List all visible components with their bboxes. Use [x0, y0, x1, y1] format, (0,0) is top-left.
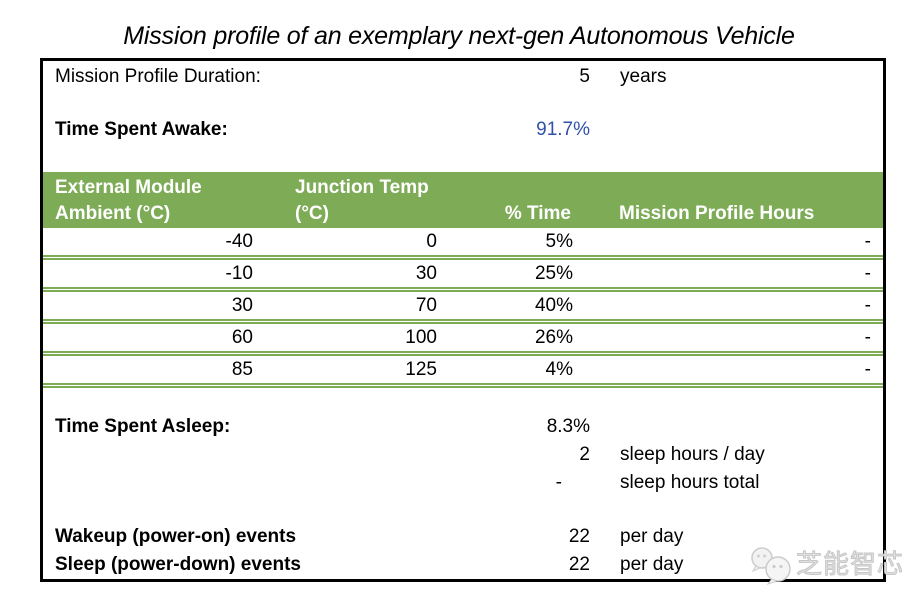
- table-cell: 125: [405, 359, 437, 380]
- table-row: 60 100 26% -: [43, 324, 883, 356]
- row-sleep-events: Sleep (power-down) events 22 per day: [43, 551, 883, 579]
- mission-duration-label: Mission Profile Duration:: [55, 66, 261, 87]
- header-hours-line2: Mission Profile Hours: [619, 203, 815, 224]
- table-cell: -40: [225, 231, 253, 252]
- header-junction-line2: (°C): [295, 203, 329, 224]
- sleep-events-unit: per day: [620, 554, 684, 575]
- table-cell: -10: [225, 263, 253, 284]
- header-junction: Junction Temp (°C): [253, 172, 437, 228]
- row-wakeup-events: Wakeup (power-on) events 22 per day: [43, 523, 883, 551]
- table-cell: -: [864, 295, 871, 316]
- wakeup-events-value: 22: [568, 526, 590, 547]
- time-awake-unit: [590, 116, 883, 144]
- table-cell: -: [864, 327, 871, 348]
- row-time-awake: Time Spent Awake: 91.7%: [43, 116, 883, 144]
- table-cell: 26%: [534, 327, 573, 348]
- table-header-row: External Module Ambient (°C) Junction Te…: [43, 172, 883, 228]
- header-ambient: External Module Ambient (°C): [43, 172, 253, 228]
- time-asleep-value: 8.3%: [546, 416, 590, 437]
- sleep-hours-total-unit: sleep hours total: [620, 472, 760, 493]
- table-cell: 25%: [534, 263, 573, 284]
- time-asleep-unit: [590, 413, 883, 441]
- table-row: 85 125 4% -: [43, 356, 883, 388]
- table-row: -10 30 25% -: [43, 260, 883, 292]
- sleep-events-label: Sleep (power-down) events: [55, 554, 301, 575]
- table-row: 30 70 40% -: [43, 292, 883, 324]
- page-title: Mission profile of an exemplary next-gen…: [123, 22, 795, 50]
- header-time: % Time: [437, 172, 573, 228]
- mission-duration-value: 5: [579, 66, 590, 87]
- sleep-hours-day-value: 2: [579, 444, 590, 465]
- header-time-line2: % Time: [504, 203, 571, 224]
- table-cell: 30: [415, 263, 437, 284]
- table-cell: 4%: [545, 359, 573, 380]
- header-ambient-line2: Ambient (°C): [55, 203, 171, 224]
- row-mission-duration: Mission Profile Duration: 5 years: [43, 63, 883, 91]
- table-cell: -: [864, 231, 871, 252]
- table-cell: -: [864, 359, 871, 380]
- header-ambient-line1: External Module: [55, 177, 202, 198]
- table-cell: 85: [231, 359, 253, 380]
- wakeup-events-label: Wakeup (power-on) events: [55, 526, 297, 547]
- table-cell: 70: [415, 295, 437, 316]
- sleep-hours-day-label: [43, 441, 473, 469]
- time-awake-label: Time Spent Awake:: [55, 119, 228, 140]
- table-row: -40 0 5% -: [43, 228, 883, 260]
- time-asleep-label: Time Spent Asleep:: [55, 416, 231, 437]
- table-cell: 0: [426, 231, 437, 252]
- table-cell: -: [864, 263, 871, 284]
- table-cell: 60: [231, 327, 253, 348]
- mission-profile-table: Mission Profile Duration: 5 years Time S…: [40, 58, 886, 582]
- row-time-asleep: Time Spent Asleep: 8.3%: [43, 413, 883, 441]
- table-cell: 100: [405, 327, 437, 348]
- sleep-hours-day-unit: sleep hours / day: [620, 444, 765, 465]
- sleep-hours-total-label: [43, 469, 473, 497]
- row-sleep-hours-day: 2 sleep hours / day: [43, 441, 883, 469]
- header-hours-line1: [619, 175, 883, 201]
- mission-duration-unit: years: [620, 66, 667, 87]
- header-time-line1: [437, 175, 571, 201]
- header-hours: Mission Profile Hours: [573, 172, 883, 228]
- table-cell: 30: [231, 295, 253, 316]
- time-awake-value: 91.7%: [536, 119, 590, 140]
- header-junction-line1: Junction Temp: [295, 177, 429, 198]
- sleep-events-value: 22: [568, 554, 590, 575]
- wakeup-events-unit: per day: [620, 526, 684, 547]
- row-sleep-hours-total: - sleep hours total: [43, 469, 883, 497]
- table-cell: 5%: [545, 231, 573, 252]
- table-cell: 40%: [534, 295, 573, 316]
- sleep-hours-total-value: -: [555, 472, 562, 493]
